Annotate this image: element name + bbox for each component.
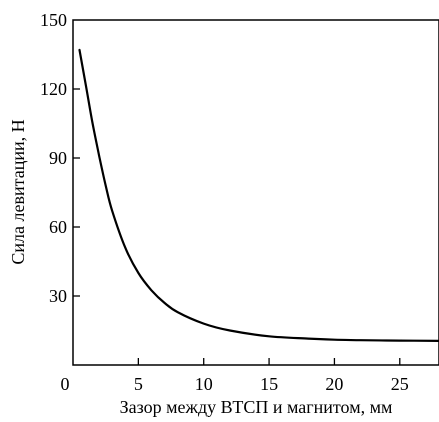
x-tick-label: 0	[61, 374, 70, 394]
y-axis-title: Сила левитации, Н	[8, 119, 28, 264]
y-tick-label: 60	[49, 217, 67, 237]
x-tick-label: 20	[325, 374, 343, 394]
y-axis-tick-labels: 30 60 90 120 150	[40, 10, 67, 306]
plot-frame	[72, 19, 439, 366]
x-tick-label: 5	[134, 374, 143, 394]
x-axis-title: Зазор между ВТСП и магнитом, мм	[120, 397, 393, 417]
x-tick-label: 25	[391, 374, 409, 394]
y-tick-label: 120	[40, 79, 67, 99]
x-axis-ticks	[137, 358, 401, 365]
plot-area: 0 5 10 15 20 25 30 60 90 120 150	[40, 10, 439, 394]
y-tick-label: 150	[40, 10, 67, 30]
x-tick-label: 15	[260, 374, 278, 394]
x-axis-tick-labels: 0 5 10 15 20 25	[61, 374, 409, 394]
y-tick-label: 30	[49, 286, 67, 306]
series-line	[78, 48, 439, 342]
y-tick-label: 90	[49, 148, 67, 168]
y-axis-ticks	[73, 88, 80, 297]
x-tick-label: 10	[195, 374, 213, 394]
